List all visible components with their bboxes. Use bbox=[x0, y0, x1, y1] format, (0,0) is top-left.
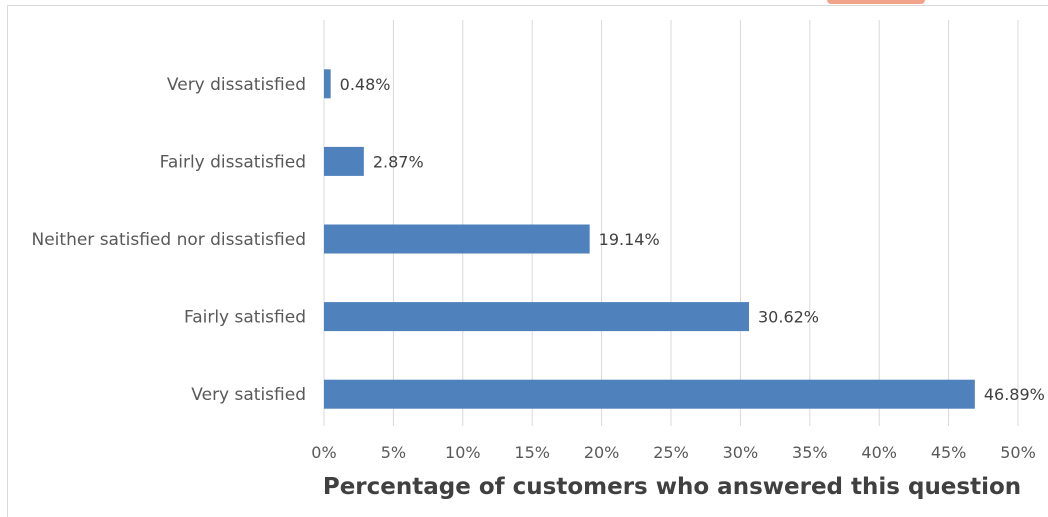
data-label: 19.14% bbox=[599, 230, 660, 249]
bar bbox=[324, 69, 331, 99]
x-tick-label: 50% bbox=[1000, 443, 1036, 462]
category-label: Very dissatisfied bbox=[167, 75, 306, 95]
x-tick-labels: 0% 5% 10% 15% 20% 25% 30% 35% 40% 45% 50% bbox=[311, 443, 1035, 462]
chart-frame bbox=[7, 5, 1048, 517]
bars bbox=[324, 69, 975, 409]
x-axis-title: Percentage of customers who answered thi… bbox=[323, 474, 1021, 500]
x-tick-label: 15% bbox=[514, 443, 550, 462]
x-tick-label: 35% bbox=[792, 443, 828, 462]
category-label: Fairly satisfied bbox=[184, 308, 306, 328]
value-labels: 0.48% 2.87% 19.14% 30.62% 46.89% bbox=[340, 75, 1045, 404]
gridlines bbox=[323, 20, 1019, 426]
category-labels: Very dissatisfied Fairly dissatisfied Neit… bbox=[32, 75, 307, 405]
category-label: Very satisfied bbox=[191, 385, 306, 405]
category-label: Neither satisfied nor dissatisfied bbox=[32, 230, 307, 250]
x-tick-label: 30% bbox=[723, 443, 759, 462]
bar bbox=[324, 146, 364, 176]
category-label: Fairly dissatisfied bbox=[160, 152, 306, 172]
data-label: 2.87% bbox=[373, 152, 424, 171]
bar bbox=[324, 379, 975, 409]
x-tick-label: 45% bbox=[931, 443, 967, 462]
orange-tab-accent bbox=[827, 0, 925, 4]
x-tick-label: 20% bbox=[584, 443, 620, 462]
x-tick-label: 5% bbox=[381, 443, 406, 462]
bar bbox=[324, 224, 590, 254]
x-tick-label: 10% bbox=[445, 443, 481, 462]
data-label: 30.62% bbox=[758, 308, 819, 327]
x-tick-label: 25% bbox=[653, 443, 689, 462]
data-label: 46.89% bbox=[984, 385, 1045, 404]
x-tick-label: 40% bbox=[861, 443, 897, 462]
bar bbox=[324, 302, 750, 332]
data-label: 0.48% bbox=[340, 75, 391, 94]
x-tick-label: 0% bbox=[311, 443, 336, 462]
